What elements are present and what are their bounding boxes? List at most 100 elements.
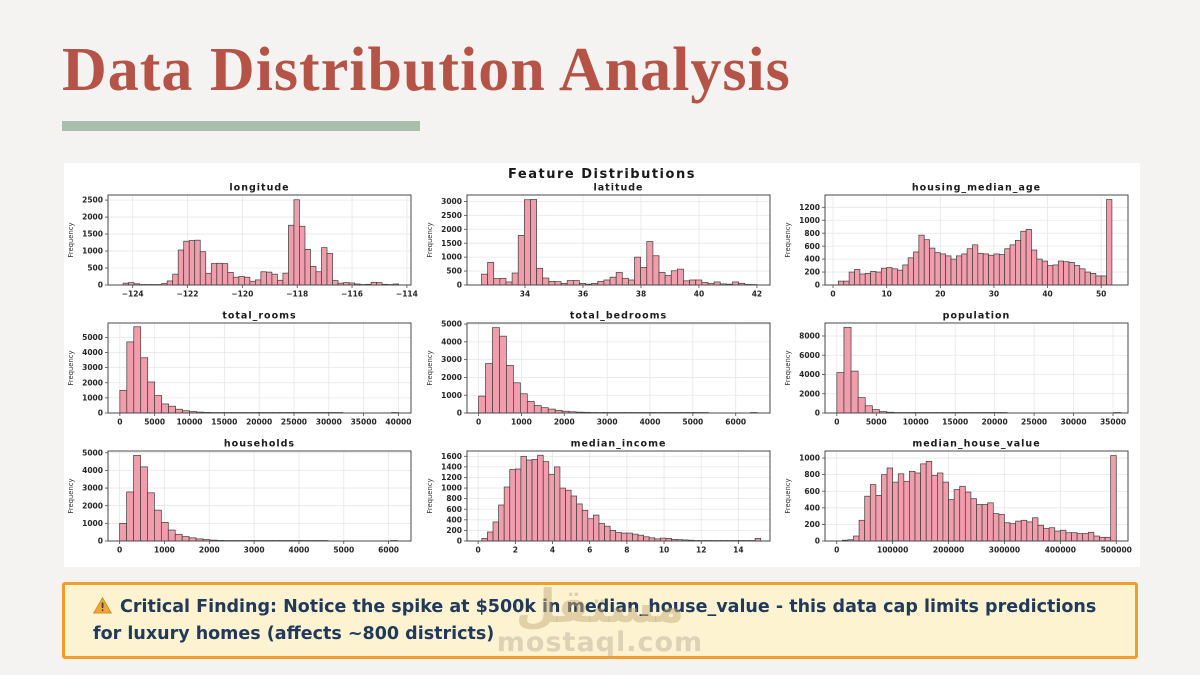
svg-text:Frequency: Frequency [67,478,75,513]
svg-text:2000: 2000 [199,546,220,555]
svg-text:Frequency: Frequency [426,222,434,257]
svg-text:400: 400 [446,515,462,524]
svg-text:30000: 30000 [1061,418,1087,427]
svg-text:Frequency: Frequency [426,478,434,513]
svg-text:0: 0 [476,418,481,427]
svg-text:longitude: longitude [229,183,289,194]
svg-text:1000: 1000 [511,418,532,427]
svg-text:2000: 2000 [82,378,103,387]
figure-title: Feature Distributions [508,167,696,182]
svg-text:0: 0 [98,281,103,290]
svg-text:0: 0 [835,418,840,427]
svg-text:4000: 4000 [799,370,820,379]
chart-total_rooms: 0 5000 10000 15000 20000 25000 30000 35000 40000… [64,310,422,438]
charts-grid: −124 −122 −120 −118 −116 −114 0 500 1000 1500 2000… [64,182,1140,566]
svg-text:0: 0 [456,537,461,546]
svg-text:1200: 1200 [799,203,820,212]
svg-text:100000: 100000 [877,546,908,555]
svg-text:25000: 25000 [281,418,307,427]
svg-text:total_bedrooms: total_bedrooms [569,311,666,322]
chart-population: 0 5000 10000 15000 20000 25000 30000 35000 0 2000… [781,310,1139,438]
svg-text:0: 0 [456,281,461,290]
svg-text:3000: 3000 [441,197,462,206]
svg-text:1200: 1200 [441,473,462,482]
svg-text:600: 600 [805,242,821,251]
svg-text:34: 34 [519,290,529,299]
svg-text:10000: 10000 [176,418,202,427]
svg-text:5000: 5000 [682,418,703,427]
svg-text:15000: 15000 [942,418,968,427]
warning-icon [92,596,113,622]
svg-text:42: 42 [751,290,761,299]
svg-text:38: 38 [635,290,645,299]
svg-text:1000: 1000 [154,546,175,555]
chart-latitude: 34 36 38 40 42 0 500 1000 1500 2000 2500 3000 latitu… [423,182,781,310]
svg-text:3000: 3000 [244,546,265,555]
svg-text:−120: −120 [231,290,253,299]
svg-text:14: 14 [733,546,743,555]
svg-text:800: 800 [446,494,462,503]
svg-text:4000: 4000 [289,546,310,555]
svg-text:4000: 4000 [639,418,660,427]
svg-text:0: 0 [815,409,820,418]
svg-text:20000: 20000 [246,418,272,427]
svg-text:10000: 10000 [903,418,929,427]
svg-text:200000: 200000 [933,546,964,555]
svg-text:−124: −124 [122,290,144,299]
svg-text:−116: −116 [341,290,363,299]
svg-text:2000: 2000 [441,225,462,234]
svg-text:1000: 1000 [441,391,462,400]
svg-text:6000: 6000 [378,546,399,555]
svg-text:population: population [943,311,1011,322]
svg-text:50: 50 [1096,290,1106,299]
svg-text:1500: 1500 [82,230,103,239]
svg-text:500000: 500000 [1101,546,1132,555]
svg-text:800: 800 [805,470,821,479]
svg-text:latitude: latitude [593,183,643,194]
chart-longitude: −124 −122 −120 −118 −116 −114 0 500 1000 1500 2000… [64,182,422,310]
svg-text:1500: 1500 [441,239,462,248]
chart-households: 0 1000 2000 3000 4000 5000 6000 0 1000 2000 3000 40… [64,438,422,566]
svg-text:400: 400 [805,255,821,264]
svg-text:1000: 1000 [82,519,103,528]
svg-text:25000: 25000 [1021,418,1047,427]
svg-text:0: 0 [117,418,122,427]
svg-text:0: 0 [815,537,820,546]
title-underline [62,121,420,131]
svg-text:Frequency: Frequency [784,222,792,257]
svg-text:1000: 1000 [82,247,103,256]
svg-text:6000: 6000 [725,418,746,427]
svg-text:40000: 40000 [385,418,411,427]
svg-text:0: 0 [475,546,480,555]
svg-text:Frequency: Frequency [67,350,75,385]
svg-text:200: 200 [446,526,462,535]
svg-text:−118: −118 [286,290,308,299]
svg-text:2500: 2500 [441,211,462,220]
svg-text:0: 0 [98,537,103,546]
svg-text:1000: 1000 [82,393,103,402]
svg-text:2500: 2500 [82,196,103,205]
svg-text:4000: 4000 [82,466,103,475]
chart-housing_median_age: 0 10 20 30 40 50 0 200 400 600 800 1000 1200 housing_… [781,182,1139,310]
svg-text:5000: 5000 [82,448,103,457]
svg-text:Frequency: Frequency [784,478,792,513]
svg-text:30000: 30000 [316,418,342,427]
chart-median_income: 0 2 4 6 8 10 12 14 0 200 400 600 800 1000 1200 1400 1600… [423,438,781,566]
svg-text:0: 0 [815,281,820,290]
svg-text:0: 0 [98,409,103,418]
svg-text:10: 10 [882,290,892,299]
svg-text:12: 12 [696,546,706,555]
svg-text:600: 600 [805,487,821,496]
svg-text:1000: 1000 [441,253,462,262]
svg-text:1000: 1000 [799,454,820,463]
svg-text:35000: 35000 [351,418,377,427]
svg-text:3000: 3000 [82,484,103,493]
svg-text:3000: 3000 [441,355,462,364]
svg-text:4000: 4000 [82,348,103,357]
svg-text:−122: −122 [177,290,199,299]
svg-text:median_house_value: median_house_value [913,439,1041,450]
svg-text:3000: 3000 [596,418,617,427]
svg-text:1400: 1400 [441,462,462,471]
svg-text:5000: 5000 [144,418,165,427]
